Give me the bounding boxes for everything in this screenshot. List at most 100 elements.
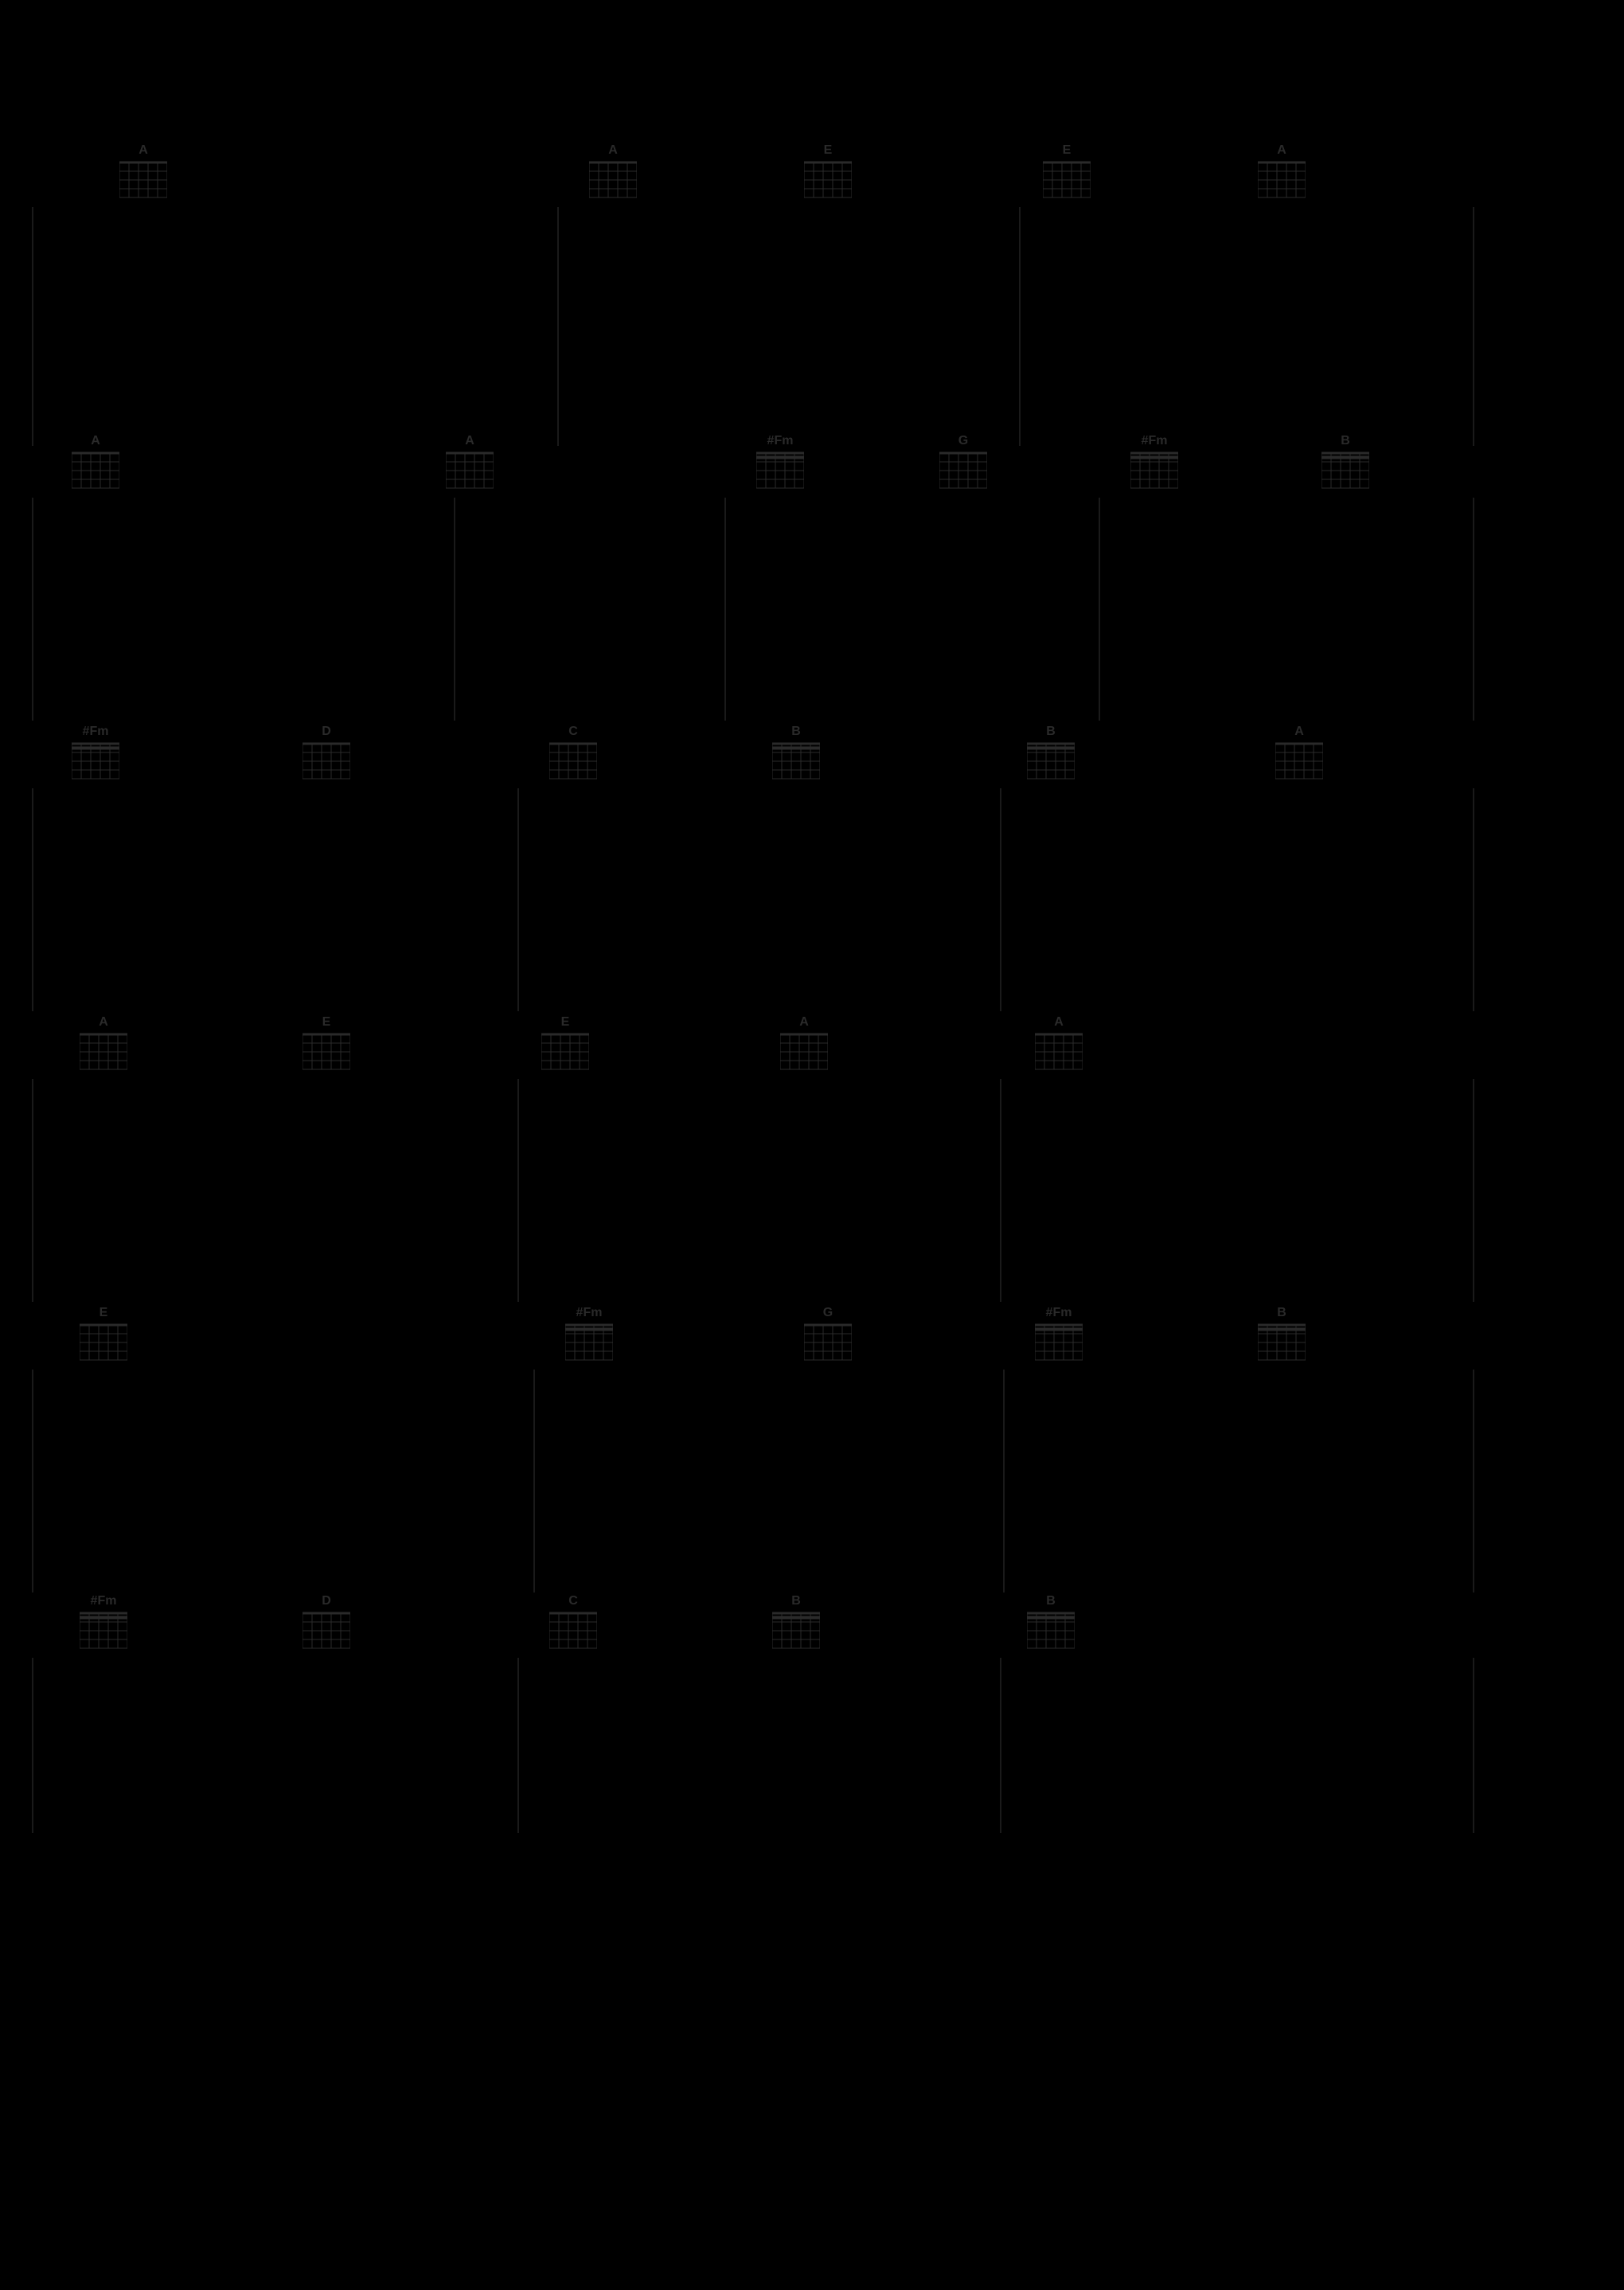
chord-label: A xyxy=(780,1015,828,1030)
chord-label: B xyxy=(1258,1306,1306,1320)
chord-label: A xyxy=(119,143,167,158)
chord-label: #Fm xyxy=(80,1594,127,1608)
fretboard xyxy=(804,161,852,203)
chord-label: B xyxy=(1027,725,1075,739)
chord-diagram: #Fm xyxy=(72,725,119,784)
chord-diagram: E xyxy=(541,1015,589,1075)
chord-label: #Fm xyxy=(565,1306,613,1320)
chord-label: D xyxy=(303,1594,350,1608)
fretboard xyxy=(119,161,167,203)
chord-diagram: B xyxy=(1258,1306,1306,1366)
fretboard xyxy=(549,742,597,784)
chord-label: #Fm xyxy=(1035,1306,1083,1320)
chord-label: C xyxy=(549,725,597,739)
barline xyxy=(533,1370,535,1592)
chord-chart-page: AAEEAAA#FmG#FmB#FmDCBBAAEEAAE#FmG#FmB#Fm… xyxy=(0,0,1624,2290)
chord-label: B xyxy=(1321,434,1369,448)
chord-label: A xyxy=(446,434,494,448)
barline xyxy=(32,498,33,721)
chord-label: E xyxy=(1043,143,1091,158)
chord-diagram: B xyxy=(1027,725,1075,784)
chord-label: E xyxy=(541,1015,589,1030)
chord-diagram: A xyxy=(119,143,167,203)
fretboard xyxy=(1027,1612,1075,1654)
fretboard xyxy=(446,451,494,494)
chord-diagram: A xyxy=(446,434,494,494)
chord-label: A xyxy=(1035,1015,1083,1030)
chord-diagram: C xyxy=(549,725,597,784)
chord-diagram: E xyxy=(804,143,852,203)
fretboard xyxy=(1035,1323,1083,1366)
chord-label: #Fm xyxy=(756,434,804,448)
barline xyxy=(454,498,455,721)
chord-label: B xyxy=(1027,1594,1075,1608)
fretboard xyxy=(303,1612,350,1654)
chord-diagram: B xyxy=(1027,1594,1075,1654)
fretboard xyxy=(1258,161,1306,203)
chord-diagram: C xyxy=(549,1594,597,1654)
barline xyxy=(1473,1079,1474,1302)
fretboard xyxy=(1258,1323,1306,1366)
barline xyxy=(1473,207,1474,446)
chord-diagram: D xyxy=(303,725,350,784)
chord-diagram: G xyxy=(939,434,987,494)
fretboard xyxy=(804,1323,852,1366)
fretboard xyxy=(72,742,119,784)
barline xyxy=(32,1370,33,1592)
chord-label: G xyxy=(804,1306,852,1320)
barline xyxy=(517,1079,519,1302)
barline xyxy=(1000,788,1001,1011)
chord-diagram: #Fm xyxy=(1130,434,1178,494)
chord-label: E xyxy=(804,143,852,158)
fretboard xyxy=(939,451,987,494)
chord-diagram: G xyxy=(804,1306,852,1366)
chord-label: C xyxy=(549,1594,597,1608)
fretboard xyxy=(1043,161,1091,203)
barline xyxy=(1473,1370,1474,1592)
chord-diagram: A xyxy=(1275,725,1323,784)
barline xyxy=(1473,1658,1474,1833)
chord-label: A xyxy=(72,434,119,448)
chord-diagram: #Fm xyxy=(80,1594,127,1654)
chord-diagram: A xyxy=(80,1015,127,1075)
chord-label: A xyxy=(589,143,637,158)
chord-label: E xyxy=(303,1015,350,1030)
barline xyxy=(1099,498,1100,721)
fretboard xyxy=(772,1612,820,1654)
chord-diagram: #Fm xyxy=(1035,1306,1083,1366)
fretboard xyxy=(565,1323,613,1366)
fretboard xyxy=(1027,742,1075,784)
fretboard xyxy=(1130,451,1178,494)
fretboard xyxy=(549,1612,597,1654)
chord-label: A xyxy=(1258,143,1306,158)
barline xyxy=(1473,788,1474,1011)
barline xyxy=(1019,207,1021,446)
barline xyxy=(517,788,519,1011)
chord-diagram: B xyxy=(772,1594,820,1654)
fretboard xyxy=(1275,742,1323,784)
chord-diagram: E xyxy=(303,1015,350,1075)
barline xyxy=(32,207,33,446)
chord-diagram: D xyxy=(303,1594,350,1654)
chord-label: B xyxy=(772,725,820,739)
fretboard xyxy=(1035,1033,1083,1075)
barline xyxy=(32,1079,33,1302)
chord-label: A xyxy=(1275,725,1323,739)
fretboard xyxy=(303,1033,350,1075)
chord-diagram: #Fm xyxy=(565,1306,613,1366)
fretboard xyxy=(80,1612,127,1654)
barline xyxy=(1003,1370,1005,1592)
barline xyxy=(724,498,726,721)
chord-diagram: B xyxy=(1321,434,1369,494)
barline xyxy=(517,1658,519,1833)
barline xyxy=(1473,498,1474,721)
barline xyxy=(1000,1658,1001,1833)
chord-diagram: #Fm xyxy=(756,434,804,494)
chord-label: #Fm xyxy=(72,725,119,739)
chord-diagram: A xyxy=(780,1015,828,1075)
fretboard xyxy=(1321,451,1369,494)
fretboard xyxy=(541,1033,589,1075)
barline xyxy=(32,788,33,1011)
barline xyxy=(557,207,559,446)
fretboard xyxy=(80,1033,127,1075)
